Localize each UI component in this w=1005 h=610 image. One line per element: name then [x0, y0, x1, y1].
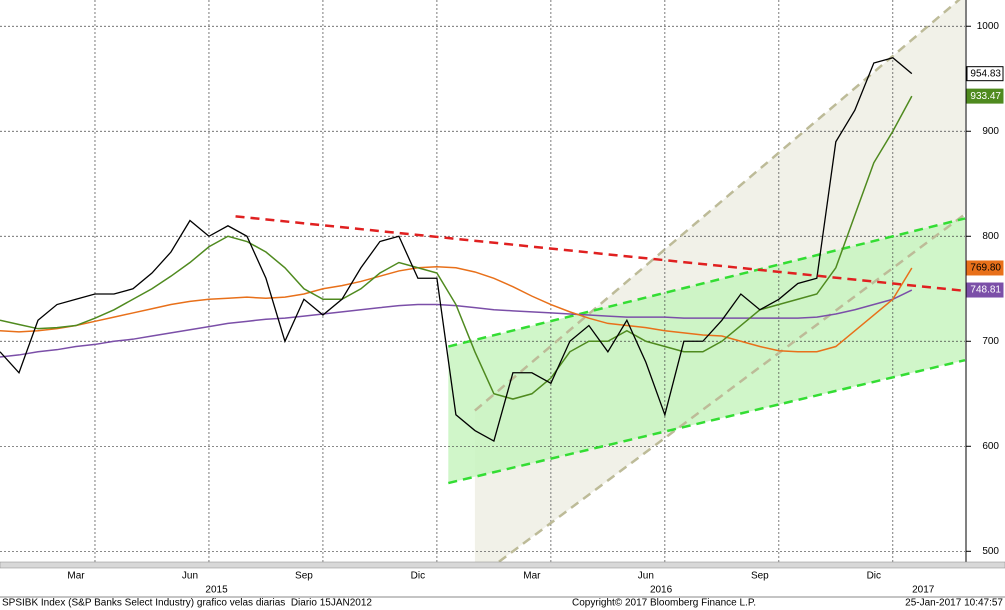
- footer-center: Copyright© 2017 Bloomberg Finance L.P.: [572, 598, 756, 609]
- y-tick-label: 700: [982, 336, 999, 347]
- end-label-box: [966, 88, 1004, 104]
- series-line: [0, 57, 913, 443]
- x-tick-label: Mar: [67, 571, 85, 582]
- year-label: 2017: [912, 585, 935, 596]
- end-label-box: [966, 66, 1004, 82]
- y-tick-label: 600: [982, 441, 999, 452]
- x-tick-label: Dic: [411, 571, 425, 582]
- end-label: 769.80: [970, 263, 1001, 274]
- channel-line: [448, 217, 966, 348]
- footer-left: SPSIBK Index (S&P Banks Select Industry)…: [2, 598, 372, 609]
- x-tick-label: Mar: [523, 571, 541, 582]
- year-label: 2015: [205, 585, 228, 596]
- channel-line: [474, 0, 961, 412]
- plot-area: [0, 0, 966, 566]
- footer-right: 25-Jan-2017 10:47:57: [905, 598, 1003, 609]
- series-line: [0, 265, 913, 353]
- y-tick-label: 1000: [977, 21, 1000, 32]
- end-label: 954.83: [970, 68, 1001, 79]
- trendline: [235, 215, 966, 293]
- end-label: 748.81: [970, 285, 1001, 296]
- channel-line: [491, 213, 966, 566]
- x-tick-label: Dic: [867, 571, 881, 582]
- end-label: 933.47: [970, 91, 1001, 102]
- y-tick-label: 500: [982, 546, 999, 557]
- channel-fill: [448, 218, 965, 484]
- end-label-box: [966, 282, 1004, 298]
- x-tick-label: Jun: [182, 571, 198, 582]
- channel-line: [448, 358, 966, 485]
- y-tick-label: 900: [982, 126, 999, 137]
- y-tick-label: 800: [982, 231, 999, 242]
- year-label: 2016: [650, 585, 673, 596]
- x-tick-label: Jun: [638, 571, 654, 582]
- x-tick-label: Sep: [295, 571, 313, 582]
- x-tick-label: Sep: [751, 571, 769, 582]
- x-axis-band: [0, 561, 1005, 569]
- end-label-box: [966, 260, 1004, 276]
